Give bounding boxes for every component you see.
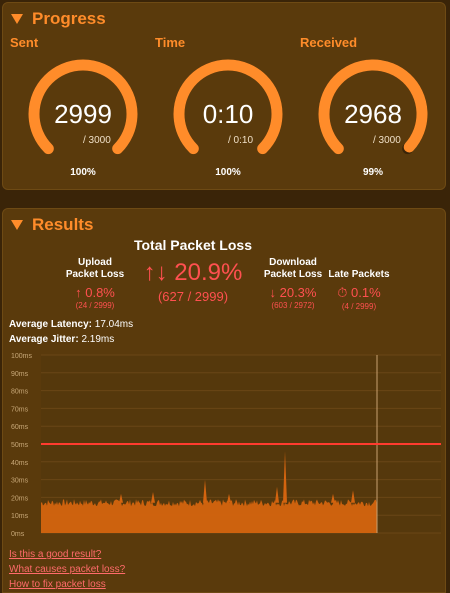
chart-latency-spike [151, 492, 155, 503]
chart-y-tick-label: 40ms [11, 460, 29, 467]
gauge-fill [318, 59, 428, 155]
late-packets-title: Late Packets [328, 269, 390, 280]
chart-latency-spike [283, 451, 287, 503]
link-causes-packet-loss[interactable]: What causes packet loss? [9, 564, 126, 575]
gauge-received-total: / 3000 [373, 135, 401, 146]
average-latency: Average Latency: 17.04ms [9, 319, 133, 330]
gauge-time-label: Time [155, 35, 186, 50]
results-header[interactable]: Results [11, 215, 93, 235]
gauge-sent: Sent 2999 / 3000 100% [3, 33, 153, 183]
gauge-received-value: 2968 [344, 99, 402, 129]
upload-title-line2: Packet Loss [65, 269, 125, 280]
chart-latency-spike [331, 493, 335, 503]
late-packets: Late Packets ⏱ 0.1% (4 / 2999) [321, 269, 397, 311]
average-latency-label: Average Latency: [9, 319, 92, 330]
gauge-received-percent: 99% [362, 167, 383, 178]
gauge-received: Received 2968 / 3000 99% [293, 33, 443, 183]
gauge-time-percent: 100% [215, 167, 241, 178]
gauge-sent-ring [28, 59, 138, 155]
download-title-line1: Download [269, 257, 317, 268]
total-packet-loss-title: Total Packet Loss [133, 237, 252, 253]
progress-panel: Progress Sent 2999 / 3000 100% Time 0:10… [2, 2, 446, 190]
chart-y-tick-label: 20ms [11, 495, 29, 502]
link-good-result[interactable]: Is this a good result? [9, 549, 102, 560]
upload-title-line1: Upload [78, 257, 112, 268]
gauge-fill [173, 59, 283, 155]
chart-y-tick-label: 60ms [11, 424, 29, 431]
gauge-received-ring [318, 59, 428, 155]
chart-y-tick-label: 80ms [11, 389, 29, 396]
average-jitter: Average Jitter: 2.19ms [9, 334, 114, 345]
chart-y-tick-label: 50ms [11, 442, 29, 449]
average-latency-value: 17.04ms [94, 319, 134, 330]
total-packet-loss-count: (627 / 2999) [157, 289, 229, 304]
upload-count: (24 / 2999) [75, 301, 115, 310]
gauge-sent-percent: 100% [70, 167, 96, 178]
gauge-received-label: Received [300, 35, 358, 50]
chart-y-tick-label: 30ms [11, 478, 29, 485]
download-packet-loss: Download Packet Loss ↓ 20.3% (603 / 2972… [255, 257, 331, 310]
chart-y-tick-label: 10ms [11, 513, 29, 520]
chart-y-tick-label: 90ms [11, 371, 29, 378]
results-title: Results [32, 215, 94, 234]
chart-y-tick-label: 0ms [11, 531, 25, 538]
gauge-sent-label: Sent [10, 35, 39, 50]
results-panel: Results Total Packet Loss ↑↓ 20.9% (627 … [2, 208, 446, 593]
link-fix-packet-loss[interactable]: How to fix packet loss [9, 579, 106, 590]
upload-value: ↑ 0.8% [75, 285, 115, 300]
average-jitter-value: 2.19ms [81, 334, 115, 345]
chart-latency-spike [119, 493, 123, 503]
late-packets-value: ⏱ 0.1% [337, 285, 381, 300]
chart-latency-spike [203, 479, 207, 503]
collapse-triangle-icon[interactable] [11, 220, 23, 230]
progress-title: Progress [32, 9, 106, 28]
collapse-triangle-icon[interactable] [11, 14, 23, 24]
chart-latency-area [41, 499, 377, 533]
chart-latency-spike [227, 493, 231, 503]
download-count: (603 / 2972) [271, 301, 315, 310]
gauge-time-total: / 0:10 [228, 135, 254, 146]
download-value: ↓ 20.3% [269, 285, 317, 300]
late-packets-count: (4 / 2999) [341, 302, 377, 311]
chart-y-tick-label: 70ms [11, 406, 29, 413]
gauge-sent-total: / 3000 [83, 135, 111, 146]
gauge-fill [28, 59, 138, 155]
gauge-time-ring [173, 59, 283, 155]
gauge-sent-value: 2999 [54, 99, 112, 129]
upload-packet-loss: Upload Packet Loss ↑ 0.8% (24 / 2999) [55, 257, 135, 310]
chart-latency-spike [275, 486, 279, 503]
average-jitter-label: Average Jitter: [9, 334, 79, 345]
total-packet-loss-value: ↑↓ 20.9% [143, 259, 243, 286]
gauge-time: Time 0:10 / 0:10 100% [148, 33, 298, 183]
gauge-time-value: 0:10 [202, 99, 254, 129]
chart-latency-spike [351, 490, 355, 503]
progress-header[interactable]: Progress [11, 9, 106, 29]
chart-y-tick-label: 100ms [11, 353, 33, 360]
latency-chart: 0ms 10ms 20ms 30ms 40ms 50ms 60ms 70ms 80ms 90ms 1… [11, 353, 441, 538]
download-title-line2: Packet Loss [263, 269, 323, 280]
